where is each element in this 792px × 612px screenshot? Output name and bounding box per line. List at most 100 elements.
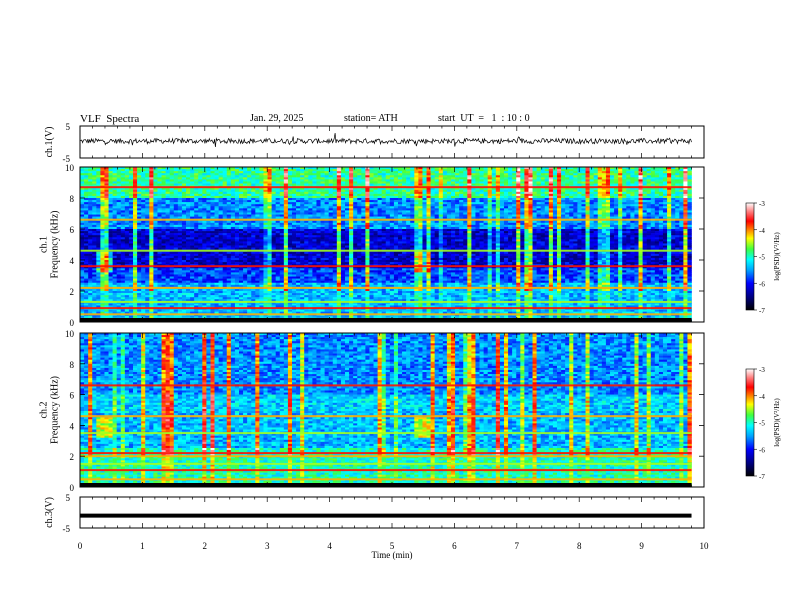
ch1-spectrogram-cell: [475, 184, 479, 186]
ch1-spectrogram-cell: [586, 173, 590, 175]
ch1-spectrogram-cell: [369, 210, 373, 212]
ch1-spectrogram-cell: [594, 227, 598, 229]
ch1-spectrogram-cell: [455, 202, 459, 204]
ch1-spectrogram-cell: [357, 169, 361, 171]
ch1-spectrogram-cell: [231, 196, 235, 198]
ch1-spectrogram-cell: [280, 192, 284, 194]
ch1-spectrogram-cell: [374, 202, 378, 204]
ch1-spectrogram-cell: [121, 175, 125, 177]
ch1-spectrogram-cell: [569, 221, 573, 223]
ch1-spectrogram-cell: [447, 196, 451, 198]
ch1-spectrogram-cell: [398, 171, 402, 173]
ch1-spectrogram-cell: [533, 215, 537, 217]
ch1-spectrogram-cell: [508, 223, 512, 225]
ch1-spectrogram-cell: [92, 202, 96, 204]
ch1-spectrogram-cell: [467, 190, 471, 192]
ch1-spectrogram-cell: [659, 223, 663, 225]
ch1-spectrogram-cell: [239, 173, 243, 175]
ch1-spectrogram-cell: [504, 210, 508, 212]
ch1-spectrogram-cell: [626, 229, 630, 231]
ch1-spectrogram-cell: [581, 184, 585, 186]
ch1-spectrogram-cell: [594, 184, 598, 186]
ch1-spectrogram-cell: [455, 225, 459, 227]
ch1-spectrogram-cell: [349, 225, 353, 227]
ch1-spectrogram-cell: [533, 194, 537, 196]
ch1-spectrogram-cell: [618, 223, 622, 225]
ch1-spectrogram-cell: [643, 200, 647, 202]
ch1-spectrogram-cell: [247, 221, 251, 223]
ch1-spectrogram-cell: [296, 231, 300, 233]
ch1-spectrogram-cell: [202, 215, 206, 217]
ch1-spectrogram-cell: [573, 179, 577, 181]
ch1-spectrogram-cell: [157, 184, 161, 186]
ch1-spectrogram-cell: [500, 217, 504, 219]
ch1-spectrogram-cell: [141, 215, 145, 217]
ch1-spectrogram-cell: [398, 206, 402, 208]
ch1-spectrogram-cell: [484, 179, 488, 181]
ch1-spectrogram-cell: [630, 206, 634, 208]
ch1-spectrogram-cell: [622, 215, 626, 217]
ch1-spectrogram-cell: [459, 208, 463, 210]
ch1-spectrogram-cell: [113, 179, 117, 181]
ch1-spectrogram-cell: [410, 179, 414, 181]
ch1-spectrogram-cell: [312, 210, 316, 212]
ch1-spectrogram-cell: [573, 190, 577, 192]
ch1-spectrogram-cell: [104, 177, 108, 179]
ch1-spectrogram-cell: [178, 192, 182, 194]
ch1-spectrogram-cell: [162, 204, 166, 206]
ch1-spectrogram-cell: [353, 225, 357, 227]
ch1-spectrogram-cell: [121, 227, 125, 229]
ch1-spectrogram-cell: [435, 221, 439, 223]
ch1-spectrogram-cell: [337, 181, 341, 183]
ch1-spectrogram-cell: [198, 198, 202, 200]
ch1-spectrogram-cell: [647, 202, 651, 204]
ch1-spectrogram-cell: [687, 231, 691, 233]
ch1-spectrogram-cell: [606, 212, 610, 214]
ch1-spectrogram-cell: [663, 192, 667, 194]
ch1-spectrogram-cell: [210, 175, 214, 177]
ch1-spectrogram-cell: [329, 204, 333, 206]
ch1-spectrogram-cell: [206, 202, 210, 204]
ch1-spectrogram-cell: [610, 175, 614, 177]
ch1-spectrogram-cell: [141, 181, 145, 183]
ch1-spectrogram-cell: [504, 227, 508, 229]
ch1-spectrogram-cell: [247, 184, 251, 186]
ch1-spectrogram-cell: [333, 231, 337, 233]
ch1-spectrogram-cell: [667, 231, 671, 233]
ch1-spectrogram-cell: [443, 202, 447, 204]
ch1-spectrogram-cell: [88, 171, 92, 173]
ch1-spectrogram-cell: [280, 210, 284, 212]
ch1-spectrogram-cell: [422, 173, 426, 175]
ch1-spectrogram-cell: [565, 217, 569, 219]
ch1-spectrogram-cell: [561, 200, 565, 202]
ch1-spectrogram-cell: [280, 169, 284, 171]
ch1-spectrogram-cell: [492, 217, 496, 219]
ch1-spectrogram-cell: [630, 196, 634, 198]
ch1-spectrogram-cell: [333, 215, 337, 217]
ch1-spectrogram-cell: [206, 215, 210, 217]
ch1-spectrogram-cell: [651, 171, 655, 173]
ch1-spectrogram-cell: [651, 215, 655, 217]
ch1-spectrogram-cell: [492, 192, 496, 194]
ch1-spectrogram-cell: [586, 227, 590, 229]
ch1-spectrogram-cell: [488, 212, 492, 214]
ch1-spectrogram-cell: [312, 190, 316, 192]
ch1-spectrogram-cell: [157, 217, 161, 219]
ch1-spectrogram-cell: [484, 200, 488, 202]
ch1-spectrogram-cell: [549, 210, 553, 212]
ch1-spectrogram-cell: [296, 208, 300, 210]
ch1-spectrogram-cell: [312, 221, 316, 223]
ch1-spectrogram-cell: [194, 229, 198, 231]
ch1-spectrogram-cell: [170, 221, 174, 223]
ch1-spectrogram-cell: [166, 233, 170, 235]
ch1-spectrogram-cell: [219, 190, 223, 192]
ch1-spectrogram-cell: [186, 200, 190, 202]
ch1-spectrogram-cell: [634, 184, 638, 186]
ch1-spectrogram-cell: [639, 196, 643, 198]
ch1-spectrogram-cell: [663, 181, 667, 183]
ch1-spectrogram-cell: [581, 229, 585, 231]
ch1-spectrogram-cell: [508, 198, 512, 200]
ch1-spectrogram-cell: [475, 227, 479, 229]
ch1-spectrogram-cell: [602, 200, 606, 202]
ch1-spectrogram-cell: [349, 173, 353, 175]
